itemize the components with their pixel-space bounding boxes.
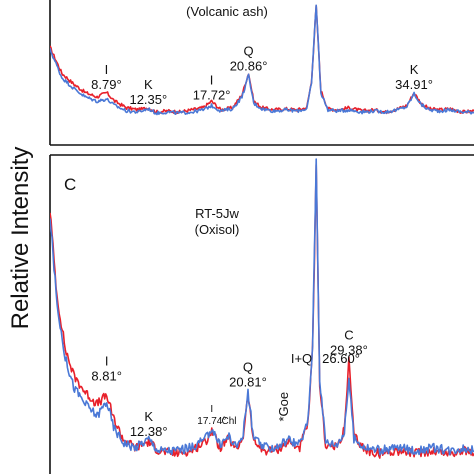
bottom-series-line-blue — [50, 158, 474, 456]
bottom-series-group — [50, 158, 474, 459]
bottom-annotation-0-label: I — [105, 354, 109, 369]
bottom-annotation-7-value: 29.38° — [330, 343, 368, 358]
bottom-annotation-4-label: Q — [243, 360, 253, 375]
top-annotation-1-value: 12.35° — [129, 92, 167, 107]
bottom-annotation-1-value: 12.38° — [130, 424, 168, 439]
bottom-annotation-7-label: C — [344, 328, 353, 343]
panel-letter-c: C — [64, 175, 76, 194]
top-annotation-4-label: K — [410, 62, 419, 77]
top-panel: (Volcanic ash) I8.79° K12.35°I17.72°Q20.8… — [49, 0, 474, 146]
y-axis-label: Relative Intensity — [7, 147, 34, 330]
bottom-series-line-red — [50, 163, 474, 459]
top-panel-subtitle: (Volcanic ash) — [186, 4, 268, 19]
top-annotation-0-value: 8.79° — [91, 77, 122, 92]
bottom-annotation-3-label: Chl — [222, 416, 237, 427]
top-annotation-2-value: 17.72° — [193, 88, 231, 103]
bottom-annotation-6-label: I+Q — [291, 351, 312, 366]
bottom-panel-sample: RT-5Jw — [195, 206, 239, 221]
top-series-group — [50, 4, 474, 116]
bottom-annotation-4-value: 20.81° — [229, 375, 267, 390]
top-annotation-4-value: 34.91° — [395, 77, 433, 92]
top-annotation-1-label: K — [144, 77, 153, 92]
top-series-line-blue — [50, 4, 474, 116]
top-annotations: I8.79° K12.35°I17.72°Q20.86° K34.91° — [91, 43, 433, 106]
bottom-annotation-2-label: I — [210, 404, 213, 415]
bottom-annotation-1-label: K — [144, 409, 153, 424]
bottom-annotation-2-value: 17.74° — [197, 416, 226, 427]
top-annotation-0-label: I — [105, 62, 109, 77]
bottom-annotation-5: *Goe — [276, 392, 291, 422]
bottom-annotation-0-value: 8.81° — [91, 369, 122, 384]
top-annotation-3-value: 20.86° — [230, 58, 268, 73]
top-annotation-2-label: I — [210, 73, 214, 88]
bottom-panel-subtitle: (Oxisol) — [195, 222, 240, 237]
bottom-panel: C RT-5Jw (Oxisol) I8.81°K12.38°I17.74°Ch… — [49, 154, 474, 474]
top-annotation-3-label: Q — [244, 43, 254, 58]
bottom-annotation-6-value: 26.60° — [322, 351, 360, 366]
